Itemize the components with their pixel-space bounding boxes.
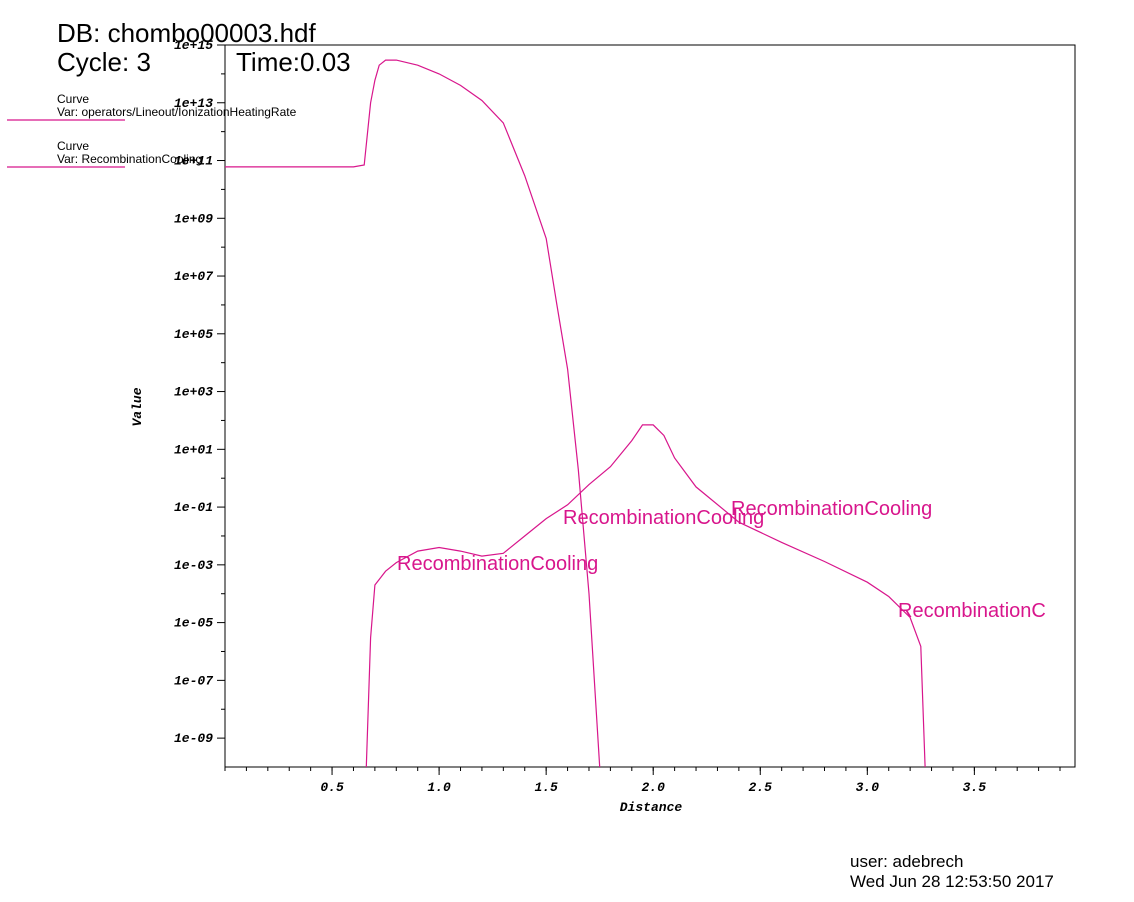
- curve-annotation: RecombinationCooling: [397, 553, 598, 575]
- y-tick-label: 1e-09: [174, 731, 213, 746]
- curve-annotation: RecombinationC: [898, 600, 1046, 622]
- y-tick-label: 1e-07: [174, 673, 213, 688]
- y-tick-label: 1e+11: [174, 154, 213, 169]
- y-tick-label: 1e+07: [174, 269, 213, 284]
- y-tick-label: 1e+05: [174, 327, 213, 342]
- x-axis-title: Distance: [620, 800, 683, 815]
- legend-title: Curve: [57, 92, 89, 106]
- y-tick-label: 1e+01: [174, 442, 213, 457]
- x-tick-label: 3.0: [856, 780, 880, 795]
- time-label: Time:0.03: [236, 47, 351, 77]
- x-tick-label: 3.5: [963, 780, 987, 795]
- y-tick-label: 1e-05: [174, 616, 213, 631]
- legend-label: Var: RecombinationCooling: [57, 152, 202, 166]
- x-tick-label: 2.0: [642, 780, 666, 795]
- x-tick-label: 1.0: [427, 780, 451, 795]
- legend-label: Var: operators/Lineout/IonizationHeating…: [57, 105, 297, 119]
- user-label: user: adebrech: [850, 852, 963, 871]
- plot-frame: [224, 44, 1076, 768]
- x-tick-label: 0.5: [320, 780, 344, 795]
- y-tick-label: 1e+13: [174, 96, 213, 111]
- x-tick-label: 1.5: [534, 780, 558, 795]
- legend-title: Curve: [57, 139, 89, 153]
- y-tick-label: 1e+15: [174, 38, 213, 53]
- x-tick-label: 2.5: [749, 780, 773, 795]
- y-tick-label: 1e-01: [174, 500, 213, 515]
- data-line: [365, 424, 926, 768]
- cycle-label: Cycle: 3: [57, 47, 151, 77]
- curve-annotation: RecombinationCooling: [731, 498, 932, 520]
- y-axis-title: Value: [130, 387, 145, 426]
- date-label: Wed Jun 28 12:53:50 2017: [850, 872, 1054, 891]
- y-tick-label: 1e+03: [174, 385, 213, 400]
- data-line: [225, 59, 601, 768]
- db-title: DB: chombo00003.hdf: [57, 18, 317, 48]
- y-tick-label: 1e-03: [174, 558, 213, 573]
- curve-annotation: RecombinationCooling: [563, 507, 764, 529]
- y-tick-label: 1e+09: [174, 211, 213, 226]
